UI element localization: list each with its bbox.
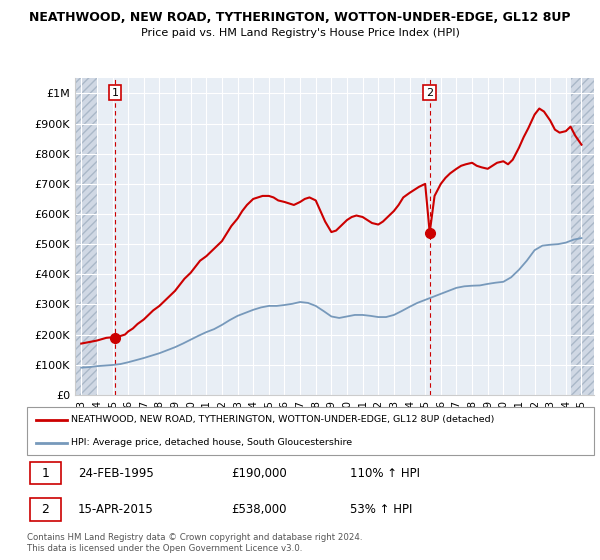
Text: Price paid vs. HM Land Registry's House Price Index (HPI): Price paid vs. HM Land Registry's House … (140, 28, 460, 38)
Text: Contains HM Land Registry data © Crown copyright and database right 2024.
This d: Contains HM Land Registry data © Crown c… (27, 533, 362, 553)
Bar (75, 78, 98, 395)
Text: NEATHWOOD, NEW ROAD, TYTHERINGTON, WOTTON-UNDER-EDGE, GL12 8UP: NEATHWOOD, NEW ROAD, TYTHERINGTON, WOTTO… (29, 11, 571, 24)
Text: NEATHWOOD, NEW ROAD, TYTHERINGTON, WOTTON-UNDER-EDGE, GL12 8UP (detached): NEATHWOOD, NEW ROAD, TYTHERINGTON, WOTTO… (71, 416, 494, 424)
Text: 1: 1 (112, 87, 118, 97)
Text: £190,000: £190,000 (231, 466, 287, 480)
Text: £538,000: £538,000 (231, 503, 287, 516)
Text: HPI: Average price, detached house, South Gloucestershire: HPI: Average price, detached house, Sout… (71, 438, 352, 447)
Text: 53% ↑ HPI: 53% ↑ HPI (350, 503, 413, 516)
FancyBboxPatch shape (30, 462, 61, 484)
Text: 1: 1 (41, 466, 49, 480)
Text: 110% ↑ HPI: 110% ↑ HPI (350, 466, 420, 480)
Text: 24-FEB-1995: 24-FEB-1995 (78, 466, 154, 480)
FancyBboxPatch shape (30, 498, 61, 521)
Text: 15-APR-2015: 15-APR-2015 (78, 503, 154, 516)
Text: 2: 2 (426, 87, 433, 97)
Bar (571, 78, 594, 395)
Text: 2: 2 (41, 503, 49, 516)
FancyBboxPatch shape (27, 407, 594, 455)
